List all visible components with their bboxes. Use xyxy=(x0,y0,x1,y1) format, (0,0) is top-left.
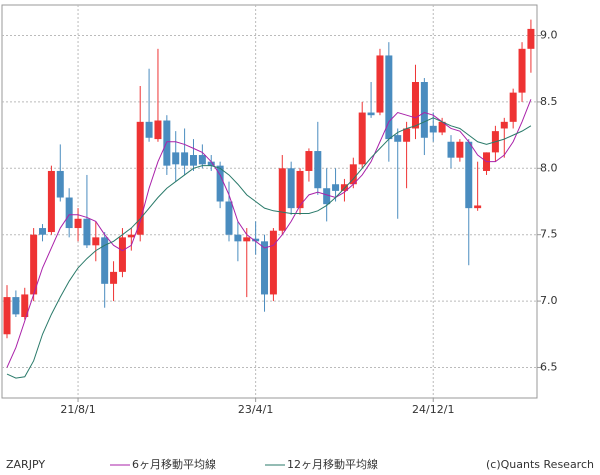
candle-body xyxy=(261,241,269,295)
candle-body xyxy=(127,234,135,238)
instrument-label: ZARJPY xyxy=(6,458,45,471)
y-tick-label: 9.0 xyxy=(540,29,558,42)
candle-body xyxy=(234,234,242,242)
candle-body xyxy=(509,92,517,122)
candle-body xyxy=(527,28,535,49)
candle-body xyxy=(92,237,100,246)
candle-body xyxy=(465,141,473,209)
candle-body xyxy=(154,120,162,140)
candle-body xyxy=(216,165,224,202)
candle-body xyxy=(269,230,277,295)
candle-body xyxy=(39,228,47,235)
candle-body xyxy=(323,188,331,205)
candle-body xyxy=(305,151,313,171)
candle-body xyxy=(429,125,437,133)
candle-body xyxy=(207,161,215,166)
candle-body xyxy=(287,168,295,209)
candle-body xyxy=(403,128,411,142)
x-tick-label: 23/4/1 xyxy=(238,403,273,416)
candle-body xyxy=(110,271,118,284)
candle-body xyxy=(314,151,322,189)
candle-body xyxy=(12,297,20,315)
candle-body xyxy=(198,155,206,165)
candle-body xyxy=(189,155,197,166)
candle-body xyxy=(518,48,526,93)
candle-body xyxy=(456,141,464,158)
candle-body xyxy=(136,121,144,235)
candle-body xyxy=(181,152,189,166)
y-tick-label: 8.5 xyxy=(540,95,558,108)
candle-body xyxy=(243,237,251,242)
legend-label: 12ヶ月移動平均線 xyxy=(287,457,378,471)
candle-body xyxy=(3,297,11,335)
plot-area xyxy=(1,4,538,399)
candle-body xyxy=(21,294,29,318)
candle-body xyxy=(252,238,260,242)
candle-body xyxy=(30,234,38,295)
candle-body xyxy=(367,112,375,116)
candle-body xyxy=(101,237,109,284)
candle-body xyxy=(349,164,357,185)
candle-body xyxy=(358,112,366,165)
copyright: (c)Quants Research xyxy=(486,458,594,471)
candle-body xyxy=(385,55,393,140)
candle-body xyxy=(420,82,428,138)
candle-body xyxy=(118,237,126,272)
y-tick-label: 6.5 xyxy=(540,360,558,373)
candle-body xyxy=(278,168,286,231)
candle-body xyxy=(172,152,180,165)
x-tick-label: 21/8/1 xyxy=(60,403,95,416)
candle-body xyxy=(474,205,482,209)
candle-body xyxy=(376,55,384,113)
moving-average-line xyxy=(6,117,532,379)
candle-body xyxy=(411,82,419,129)
y-tick-label: 8.0 xyxy=(540,161,558,174)
candle-body xyxy=(438,121,446,133)
candle-body xyxy=(83,218,91,246)
candle-body xyxy=(332,184,340,191)
candle-body xyxy=(296,170,304,209)
candle-body xyxy=(65,197,73,229)
candle-body xyxy=(47,170,55,233)
candle-body xyxy=(74,218,82,229)
candle-body xyxy=(394,135,402,142)
y-tick-label: 7.5 xyxy=(540,228,558,241)
candle-body xyxy=(145,121,153,138)
candle-body xyxy=(163,120,171,166)
x-tick-label: 24/12/1 xyxy=(412,403,454,416)
legend-label: 6ヶ月移動平均線 xyxy=(132,457,216,471)
candle-body xyxy=(447,141,455,158)
candle-body xyxy=(225,201,233,235)
candle-body xyxy=(500,121,508,129)
candle-body xyxy=(56,170,64,198)
y-tick-label: 7.0 xyxy=(540,294,558,307)
